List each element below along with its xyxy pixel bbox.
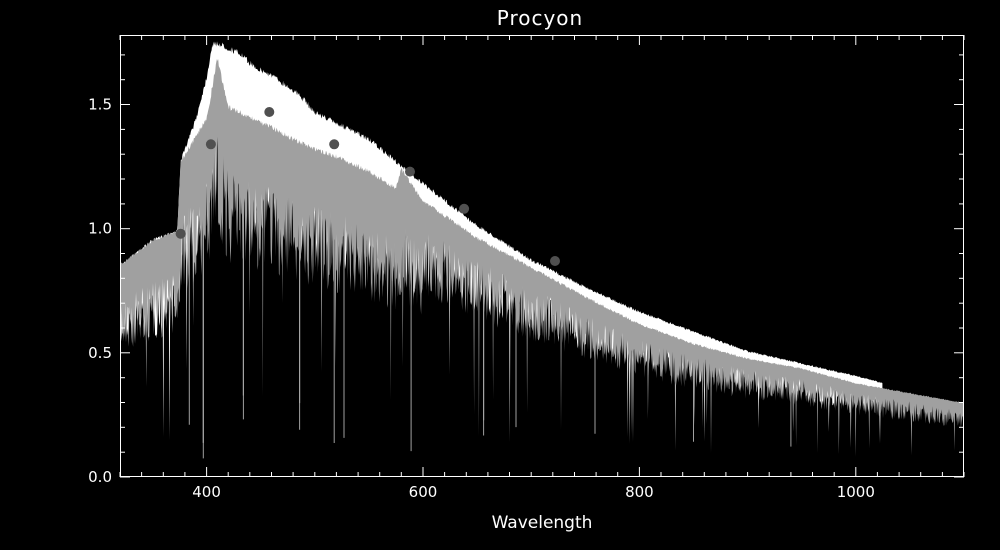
x-tick-label: 800 bbox=[625, 483, 654, 501]
series-layer bbox=[120, 41, 964, 459]
x-tick-label: 600 bbox=[409, 483, 438, 501]
points-layer bbox=[175, 107, 560, 266]
plot-frame bbox=[120, 35, 964, 477]
photometry-point bbox=[175, 228, 186, 239]
chart-title: Procyon bbox=[497, 6, 583, 30]
x-tick-label: 1000 bbox=[837, 483, 875, 501]
spectrum-band-2 bbox=[120, 58, 964, 457]
x-tick-label: 400 bbox=[192, 483, 221, 501]
photometry-point bbox=[459, 203, 470, 214]
tick-labels-layer: 400 600 800 1000 0.0 0.5 1.0 1.5 bbox=[88, 96, 875, 502]
photometry-point bbox=[205, 139, 216, 150]
y-tick-label: 0.0 bbox=[88, 468, 112, 486]
photometry-point bbox=[329, 139, 340, 150]
y-tick-label: 0.5 bbox=[88, 344, 112, 362]
y-tick-label: 1.5 bbox=[88, 96, 112, 114]
x-axis-label: Wavelength bbox=[492, 513, 593, 533]
photometry-point bbox=[264, 107, 275, 117]
photometry-point bbox=[405, 166, 415, 177]
photometry-point bbox=[550, 256, 560, 266]
y-tick-label: 1.0 bbox=[88, 220, 112, 238]
ticks-layer bbox=[119, 35, 965, 478]
